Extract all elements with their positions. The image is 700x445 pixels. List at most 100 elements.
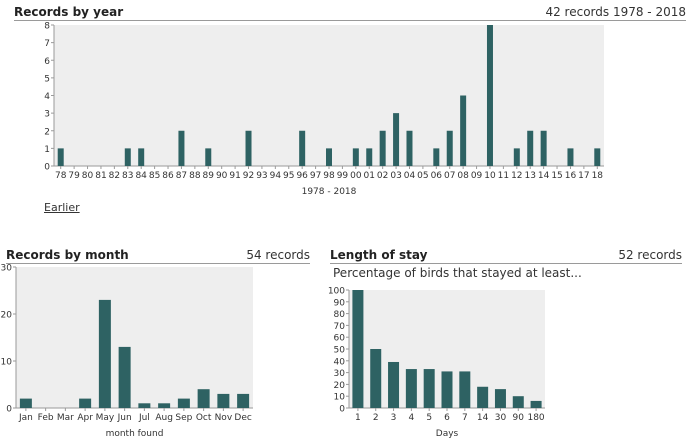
x-tick-label: 94: [270, 171, 282, 181]
x-tick-label: 08: [457, 171, 469, 181]
bar: [366, 148, 373, 166]
x-tick-label: 7: [462, 413, 468, 423]
x-tick-label: 88: [189, 171, 201, 181]
x-tick-label: Jan: [18, 413, 33, 423]
x-tick-label: 98: [323, 171, 335, 181]
bar: [370, 349, 382, 408]
x-tick-label: 30: [495, 413, 507, 423]
bar: [245, 130, 252, 166]
y-tick-label: 70: [334, 322, 346, 332]
x-tick-label: 80: [82, 171, 94, 181]
x-tick-label: 5: [426, 413, 432, 423]
x-tick-label: Dec: [234, 413, 251, 423]
x-tick-label: 09: [471, 171, 483, 181]
length-of-stay-title: Length of stay: [330, 248, 428, 262]
y-tick-label: 2: [44, 127, 50, 137]
x-tick-label: 00: [350, 171, 362, 181]
x-tick-label: Jun: [117, 413, 132, 423]
x-tick-label: Nov: [215, 413, 233, 423]
x-tick-label: 14: [477, 413, 489, 423]
x-tick-label: 91: [229, 171, 240, 181]
y-tick-label: 10: [334, 393, 346, 403]
bar: [433, 148, 440, 166]
bar: [79, 398, 92, 408]
bar: [460, 95, 467, 166]
bar: [352, 148, 359, 166]
y-tick-label: 3: [44, 110, 50, 120]
y-tick-label: 1: [44, 145, 50, 155]
x-axis-label: Days: [436, 429, 459, 439]
x-tick-label: Aug: [155, 413, 173, 423]
bar: [486, 25, 493, 166]
x-tick-label: 2: [373, 413, 379, 423]
x-tick-label: 78: [55, 171, 67, 181]
bar: [98, 299, 111, 408]
earlier-link[interactable]: Earlier: [44, 201, 80, 214]
x-tick-label: 18: [592, 171, 604, 181]
y-tick-label: 5: [44, 74, 50, 84]
bar: [530, 400, 542, 408]
bar: [352, 290, 364, 408]
x-tick-label: 04: [404, 171, 416, 181]
bar: [138, 148, 145, 166]
bar: [177, 398, 190, 408]
bar: [388, 361, 400, 408]
y-tick-label: 80: [334, 310, 346, 320]
x-tick-label: 6: [444, 413, 450, 423]
x-tick-label: 92: [243, 171, 254, 181]
plot-area: [16, 267, 253, 408]
x-tick-label: 02: [377, 171, 388, 181]
x-tick-label: 87: [176, 171, 187, 181]
x-tick-label: 12: [511, 171, 522, 181]
records-by-month-count: 54 records: [246, 248, 310, 262]
y-tick-label: 100: [328, 287, 345, 297]
bar: [197, 389, 210, 408]
bar: [237, 393, 250, 408]
bar: [299, 130, 306, 166]
x-tick-label: Oct: [196, 413, 212, 423]
bar: [178, 130, 185, 166]
y-tick-label: 6: [44, 57, 50, 67]
x-tick-label: 96: [296, 171, 308, 181]
bar: [405, 369, 417, 408]
y-tick-label: 30: [1, 264, 13, 274]
x-tick-label: Apr: [77, 413, 93, 423]
y-tick-label: 10: [1, 358, 13, 368]
x-tick-label: 82: [109, 171, 120, 181]
records-by-year-title: Records by year: [14, 5, 124, 19]
x-tick-label: Jul: [138, 413, 150, 423]
bar: [393, 113, 400, 166]
bar: [406, 130, 413, 166]
x-tick-label: 83: [122, 171, 133, 181]
bar: [513, 148, 520, 166]
bar: [118, 346, 131, 408]
x-tick-label: 89: [203, 171, 215, 181]
length-of-stay-count: 52 records: [618, 248, 682, 262]
bar: [446, 130, 453, 166]
y-tick-label: 0: [44, 163, 50, 173]
bar: [459, 371, 471, 408]
x-tick-label: 11: [498, 171, 509, 181]
x-tick-label: 93: [256, 171, 267, 181]
bar: [540, 130, 547, 166]
bar: [158, 403, 171, 408]
x-tick-label: 90: [513, 413, 525, 423]
y-tick-label: 90: [334, 298, 346, 308]
x-tick-label: May: [96, 413, 115, 423]
y-tick-label: 0: [6, 405, 12, 415]
x-axis-label: month found: [106, 429, 164, 439]
x-tick-label: 99: [337, 171, 349, 181]
x-tick-label: 10: [484, 171, 496, 181]
x-tick-label: 3: [391, 413, 397, 423]
y-tick-label: 0: [339, 405, 345, 415]
length-of-stay-subtitle: Percentage of birds that stayed at least…: [333, 266, 582, 280]
y-tick-label: 30: [334, 369, 346, 379]
bar: [594, 148, 601, 166]
x-tick-label: 81: [95, 171, 106, 181]
x-tick-label: 97: [310, 171, 321, 181]
x-tick-label: Feb: [38, 413, 54, 423]
bar: [19, 398, 32, 408]
bar: [138, 403, 151, 408]
